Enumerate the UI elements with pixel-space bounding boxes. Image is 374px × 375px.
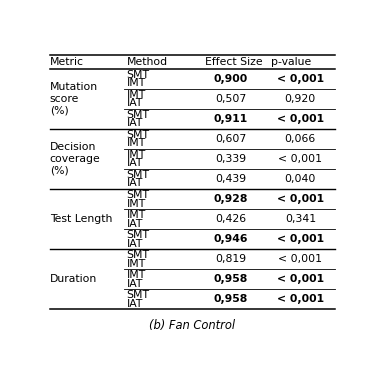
Text: 0,920: 0,920	[285, 94, 316, 104]
Text: < 0,001: < 0,001	[277, 74, 324, 84]
Text: 0,607: 0,607	[215, 134, 246, 144]
Text: IMT: IMT	[126, 90, 146, 100]
Text: IAT: IAT	[126, 279, 143, 289]
Text: IAT: IAT	[126, 159, 143, 168]
Text: SMT: SMT	[126, 190, 150, 200]
Text: IMT: IMT	[126, 270, 146, 280]
Text: Decision
coverage
(%): Decision coverage (%)	[50, 142, 100, 176]
Text: 0,819: 0,819	[215, 254, 246, 264]
Text: 0,958: 0,958	[214, 274, 248, 284]
Text: 0,958: 0,958	[214, 294, 248, 304]
Text: IMT: IMT	[126, 210, 146, 220]
Text: < 0,001: < 0,001	[277, 114, 324, 124]
Text: < 0,001: < 0,001	[277, 274, 324, 284]
Text: Metric: Metric	[50, 57, 84, 67]
Text: 0,040: 0,040	[285, 174, 316, 184]
Text: 0,507: 0,507	[215, 94, 246, 104]
Text: IAT: IAT	[126, 98, 143, 108]
Text: Mutation
score
(%): Mutation score (%)	[50, 82, 98, 116]
Text: SMT: SMT	[126, 290, 150, 300]
Text: 0,946: 0,946	[214, 234, 248, 244]
Text: 0,339: 0,339	[215, 154, 246, 164]
Text: 0,066: 0,066	[285, 134, 316, 144]
Text: SMT: SMT	[126, 250, 150, 260]
Text: Test Length: Test Length	[50, 214, 112, 224]
Text: SMT: SMT	[126, 110, 150, 120]
Text: SMT: SMT	[126, 230, 150, 240]
Text: (b) Fan Control: (b) Fan Control	[148, 319, 235, 332]
Text: SMT: SMT	[126, 70, 150, 80]
Text: 0,928: 0,928	[214, 194, 248, 204]
Text: < 0,001: < 0,001	[277, 234, 324, 244]
Text: IMT: IMT	[126, 198, 146, 208]
Text: < 0,001: < 0,001	[277, 294, 324, 304]
Text: IMT: IMT	[126, 78, 146, 88]
Text: IMT: IMT	[126, 138, 146, 148]
Text: < 0,001: < 0,001	[278, 254, 322, 264]
Text: IAT: IAT	[126, 219, 143, 228]
Text: 0,900: 0,900	[214, 74, 248, 84]
Text: < 0,001: < 0,001	[278, 154, 322, 164]
Text: SMT: SMT	[126, 170, 150, 180]
Text: 0,911: 0,911	[214, 114, 248, 124]
Text: Effect Size: Effect Size	[205, 57, 262, 67]
Text: 0,439: 0,439	[215, 174, 246, 184]
Text: p-value: p-value	[272, 57, 312, 67]
Text: IMT: IMT	[126, 258, 146, 268]
Text: < 0,001: < 0,001	[277, 194, 324, 204]
Text: IAT: IAT	[126, 178, 143, 189]
Text: SMT: SMT	[126, 130, 150, 140]
Text: IAT: IAT	[126, 238, 143, 249]
Text: IAT: IAT	[126, 118, 143, 128]
Text: IMT: IMT	[126, 150, 146, 160]
Text: Method: Method	[126, 57, 168, 67]
Text: IAT: IAT	[126, 298, 143, 309]
Text: 0,426: 0,426	[215, 214, 246, 224]
Text: 0,341: 0,341	[285, 214, 316, 224]
Text: Duration: Duration	[50, 274, 97, 284]
